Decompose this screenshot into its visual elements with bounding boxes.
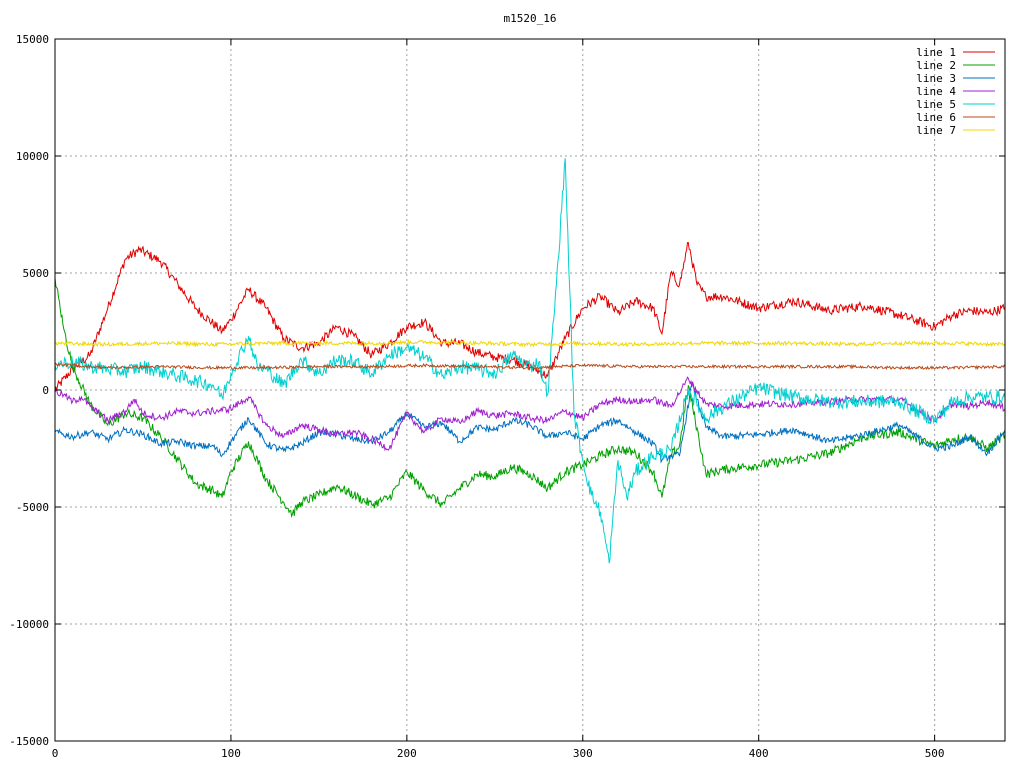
y-tick-label: -10000 <box>9 618 49 631</box>
x-tick-label: 300 <box>573 747 593 760</box>
x-tick-label: 100 <box>221 747 241 760</box>
y-tick-label: 10000 <box>16 150 49 163</box>
y-tick-label: -5000 <box>16 501 49 514</box>
y-tick-label: -15000 <box>9 735 49 748</box>
legend-label: line 4 <box>916 85 956 98</box>
x-tick-label: 0 <box>52 747 59 760</box>
legend-label: line 6 <box>916 111 956 124</box>
chart-title: m1520_16 <box>504 12 557 25</box>
y-tick-label: 0 <box>42 384 49 397</box>
series-line-2 <box>54 277 1006 519</box>
legend-label: line 2 <box>916 59 956 72</box>
y-tick-label: 5000 <box>23 267 50 280</box>
x-tick-label: 200 <box>397 747 417 760</box>
legend-label: line 7 <box>916 124 956 137</box>
series-line-3 <box>54 382 1006 464</box>
series-line-4 <box>54 376 1006 452</box>
series-line-5 <box>54 158 1006 564</box>
y-tick-label: 15000 <box>16 33 49 46</box>
series-layer <box>54 158 1006 564</box>
grid <box>55 39 1005 741</box>
x-tick-label: 400 <box>749 747 769 760</box>
legend-label: line 1 <box>916 46 956 59</box>
series-line-7 <box>54 338 1006 348</box>
legend-label: line 3 <box>916 72 956 85</box>
x-tick-label: 500 <box>925 747 945 760</box>
ticks: 0 100 200 300 400 500 -15000 -10000 -5000 0 5000 10… <box>9 33 1005 760</box>
legend-label: line 5 <box>916 98 956 111</box>
series-line-6 <box>54 362 1006 371</box>
